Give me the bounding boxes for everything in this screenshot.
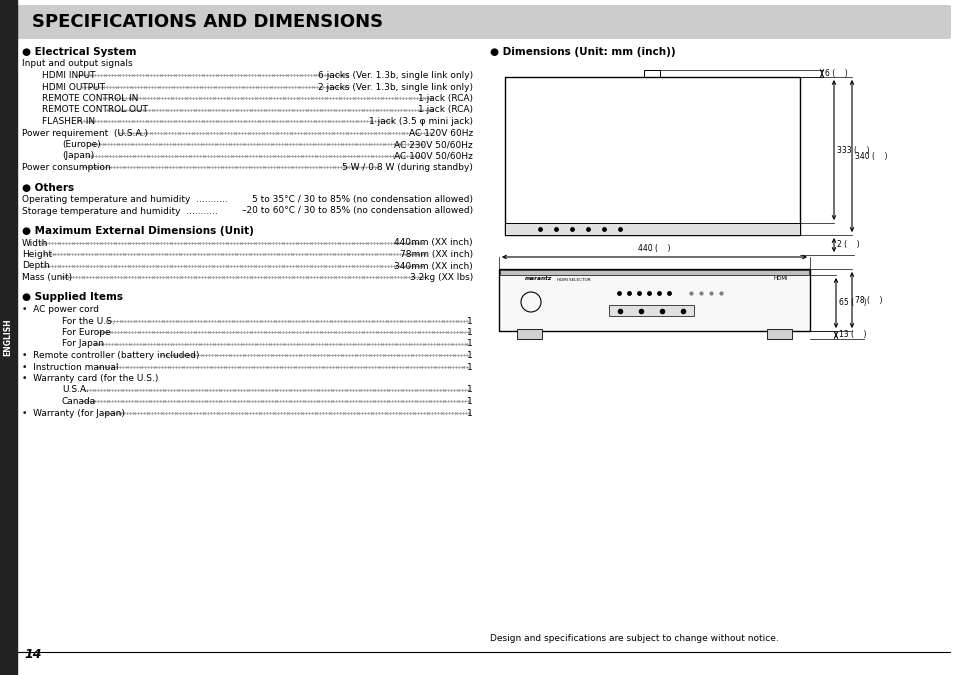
- Text: Width: Width: [22, 238, 49, 248]
- Text: REMOTE CONTROL IN: REMOTE CONTROL IN: [42, 94, 138, 103]
- Text: 1 jack (RCA): 1 jack (RCA): [417, 105, 473, 115]
- Bar: [766, 329, 791, 339]
- Bar: [517, 329, 541, 339]
- Bar: [504, 77, 800, 235]
- Text: Input and output signals: Input and output signals: [22, 59, 132, 68]
- Bar: [644, 70, 659, 77]
- Text: (Japan): (Japan): [62, 151, 94, 161]
- Text: Height: Height: [22, 250, 52, 259]
- Text: 78 (    ): 78 ( ): [854, 296, 882, 304]
- Text: Power consumption: Power consumption: [22, 163, 111, 172]
- Bar: [498, 269, 809, 331]
- Text: •  Warranty card (for the U.S.): • Warranty card (for the U.S.): [22, 374, 158, 383]
- Text: 2 (    ): 2 ( ): [836, 240, 859, 250]
- Text: 6 jacks (Ver. 1.3b, single link only): 6 jacks (Ver. 1.3b, single link only): [317, 71, 473, 80]
- Text: ENGLISH: ENGLISH: [4, 318, 12, 356]
- Text: 13 (    ): 13 ( ): [838, 331, 865, 340]
- Text: Design and specifications are subject to change without notice.: Design and specifications are subject to…: [490, 634, 778, 643]
- Text: AC 230V 50/60Hz: AC 230V 50/60Hz: [394, 140, 473, 149]
- Text: 340mm (XX inch): 340mm (XX inch): [394, 261, 473, 271]
- Text: HDMI: HDMI: [773, 277, 787, 281]
- Text: ● Electrical System: ● Electrical System: [22, 47, 136, 57]
- Text: ● Dimensions (Unit: mm (inch)): ● Dimensions (Unit: mm (inch)): [490, 47, 675, 57]
- Bar: [0, 0, 17, 675]
- Text: 1: 1: [467, 351, 473, 360]
- Text: 5 W / 0.8 W (during standby): 5 W / 0.8 W (during standby): [342, 163, 473, 172]
- Text: 5 to 35°C / 30 to 85% (no condensation allowed): 5 to 35°C / 30 to 85% (no condensation a…: [252, 195, 473, 204]
- Text: •  Instruction manual: • Instruction manual: [22, 362, 118, 371]
- Text: 1: 1: [467, 362, 473, 371]
- Text: HDMI INPUT: HDMI INPUT: [42, 71, 95, 80]
- Text: HDMI SELECTOR: HDMI SELECTOR: [557, 278, 590, 282]
- Text: 440 (    ): 440 ( ): [638, 244, 670, 253]
- Text: •  AC power cord: • AC power cord: [22, 305, 99, 314]
- Text: Operating temperature and humidity  ...........: Operating temperature and humidity .....…: [22, 195, 228, 204]
- Text: Depth: Depth: [22, 261, 50, 271]
- Text: marantz: marantz: [524, 277, 552, 281]
- Text: ● Supplied Items: ● Supplied Items: [22, 292, 123, 302]
- Text: 1: 1: [467, 397, 473, 406]
- Text: –20 to 60°C / 30 to 85% (no condensation allowed): –20 to 60°C / 30 to 85% (no condensation…: [242, 207, 473, 215]
- Text: 1: 1: [467, 317, 473, 325]
- Text: AC 100V 50/60Hz: AC 100V 50/60Hz: [394, 151, 473, 161]
- Text: 2 jacks (Ver. 1.3b, single link only): 2 jacks (Ver. 1.3b, single link only): [317, 82, 473, 92]
- Text: 78mm (XX inch): 78mm (XX inch): [399, 250, 473, 259]
- Bar: [608, 304, 693, 315]
- Text: (Europe): (Europe): [62, 140, 101, 149]
- Text: Storage temperature and humidity  ...........: Storage temperature and humidity .......…: [22, 207, 217, 215]
- Text: U.S.A.: U.S.A.: [62, 385, 89, 394]
- Bar: [499, 270, 808, 275]
- Text: For Japan: For Japan: [62, 340, 104, 348]
- Text: REMOTE CONTROL OUT: REMOTE CONTROL OUT: [42, 105, 148, 115]
- Text: 1 jack (RCA): 1 jack (RCA): [417, 94, 473, 103]
- Text: 1: 1: [467, 340, 473, 348]
- Text: AC 120V 60Hz: AC 120V 60Hz: [408, 128, 473, 138]
- Text: 340 (    ): 340 ( ): [854, 151, 886, 161]
- Text: 1: 1: [467, 328, 473, 337]
- Text: 1: 1: [467, 408, 473, 418]
- Bar: [504, 223, 800, 235]
- Text: HDMI OUTPUT: HDMI OUTPUT: [42, 82, 105, 92]
- Text: For the U.S.: For the U.S.: [62, 317, 114, 325]
- Text: Canada: Canada: [62, 397, 96, 406]
- Text: •  Warranty (for Japan): • Warranty (for Japan): [22, 408, 125, 418]
- Text: ● Others: ● Others: [22, 182, 74, 192]
- Text: Mass (unit): Mass (unit): [22, 273, 72, 282]
- Text: SPECIFICATIONS AND DIMENSIONS: SPECIFICATIONS AND DIMENSIONS: [32, 13, 383, 31]
- Text: 6 (    ): 6 ( ): [824, 69, 847, 78]
- Text: 440mm (XX inch): 440mm (XX inch): [394, 238, 473, 248]
- Text: 333 (    ): 333 ( ): [836, 146, 868, 155]
- Text: 3.2kg (XX lbs): 3.2kg (XX lbs): [410, 273, 473, 282]
- Text: 1 jack (3.5 φ mini jack): 1 jack (3.5 φ mini jack): [369, 117, 473, 126]
- Text: 1: 1: [467, 385, 473, 394]
- Text: ● Maximum External Dimensions (Unit): ● Maximum External Dimensions (Unit): [22, 226, 253, 236]
- Text: 65 (    ): 65 ( ): [838, 298, 865, 308]
- FancyBboxPatch shape: [17, 5, 950, 39]
- Text: 14: 14: [24, 648, 42, 661]
- Text: For Europe: For Europe: [62, 328, 111, 337]
- Text: •  Remote controller (battery included): • Remote controller (battery included): [22, 351, 199, 360]
- Text: FLASHER IN: FLASHER IN: [42, 117, 95, 126]
- Text: Power requirement  (U.S.A.): Power requirement (U.S.A.): [22, 128, 148, 138]
